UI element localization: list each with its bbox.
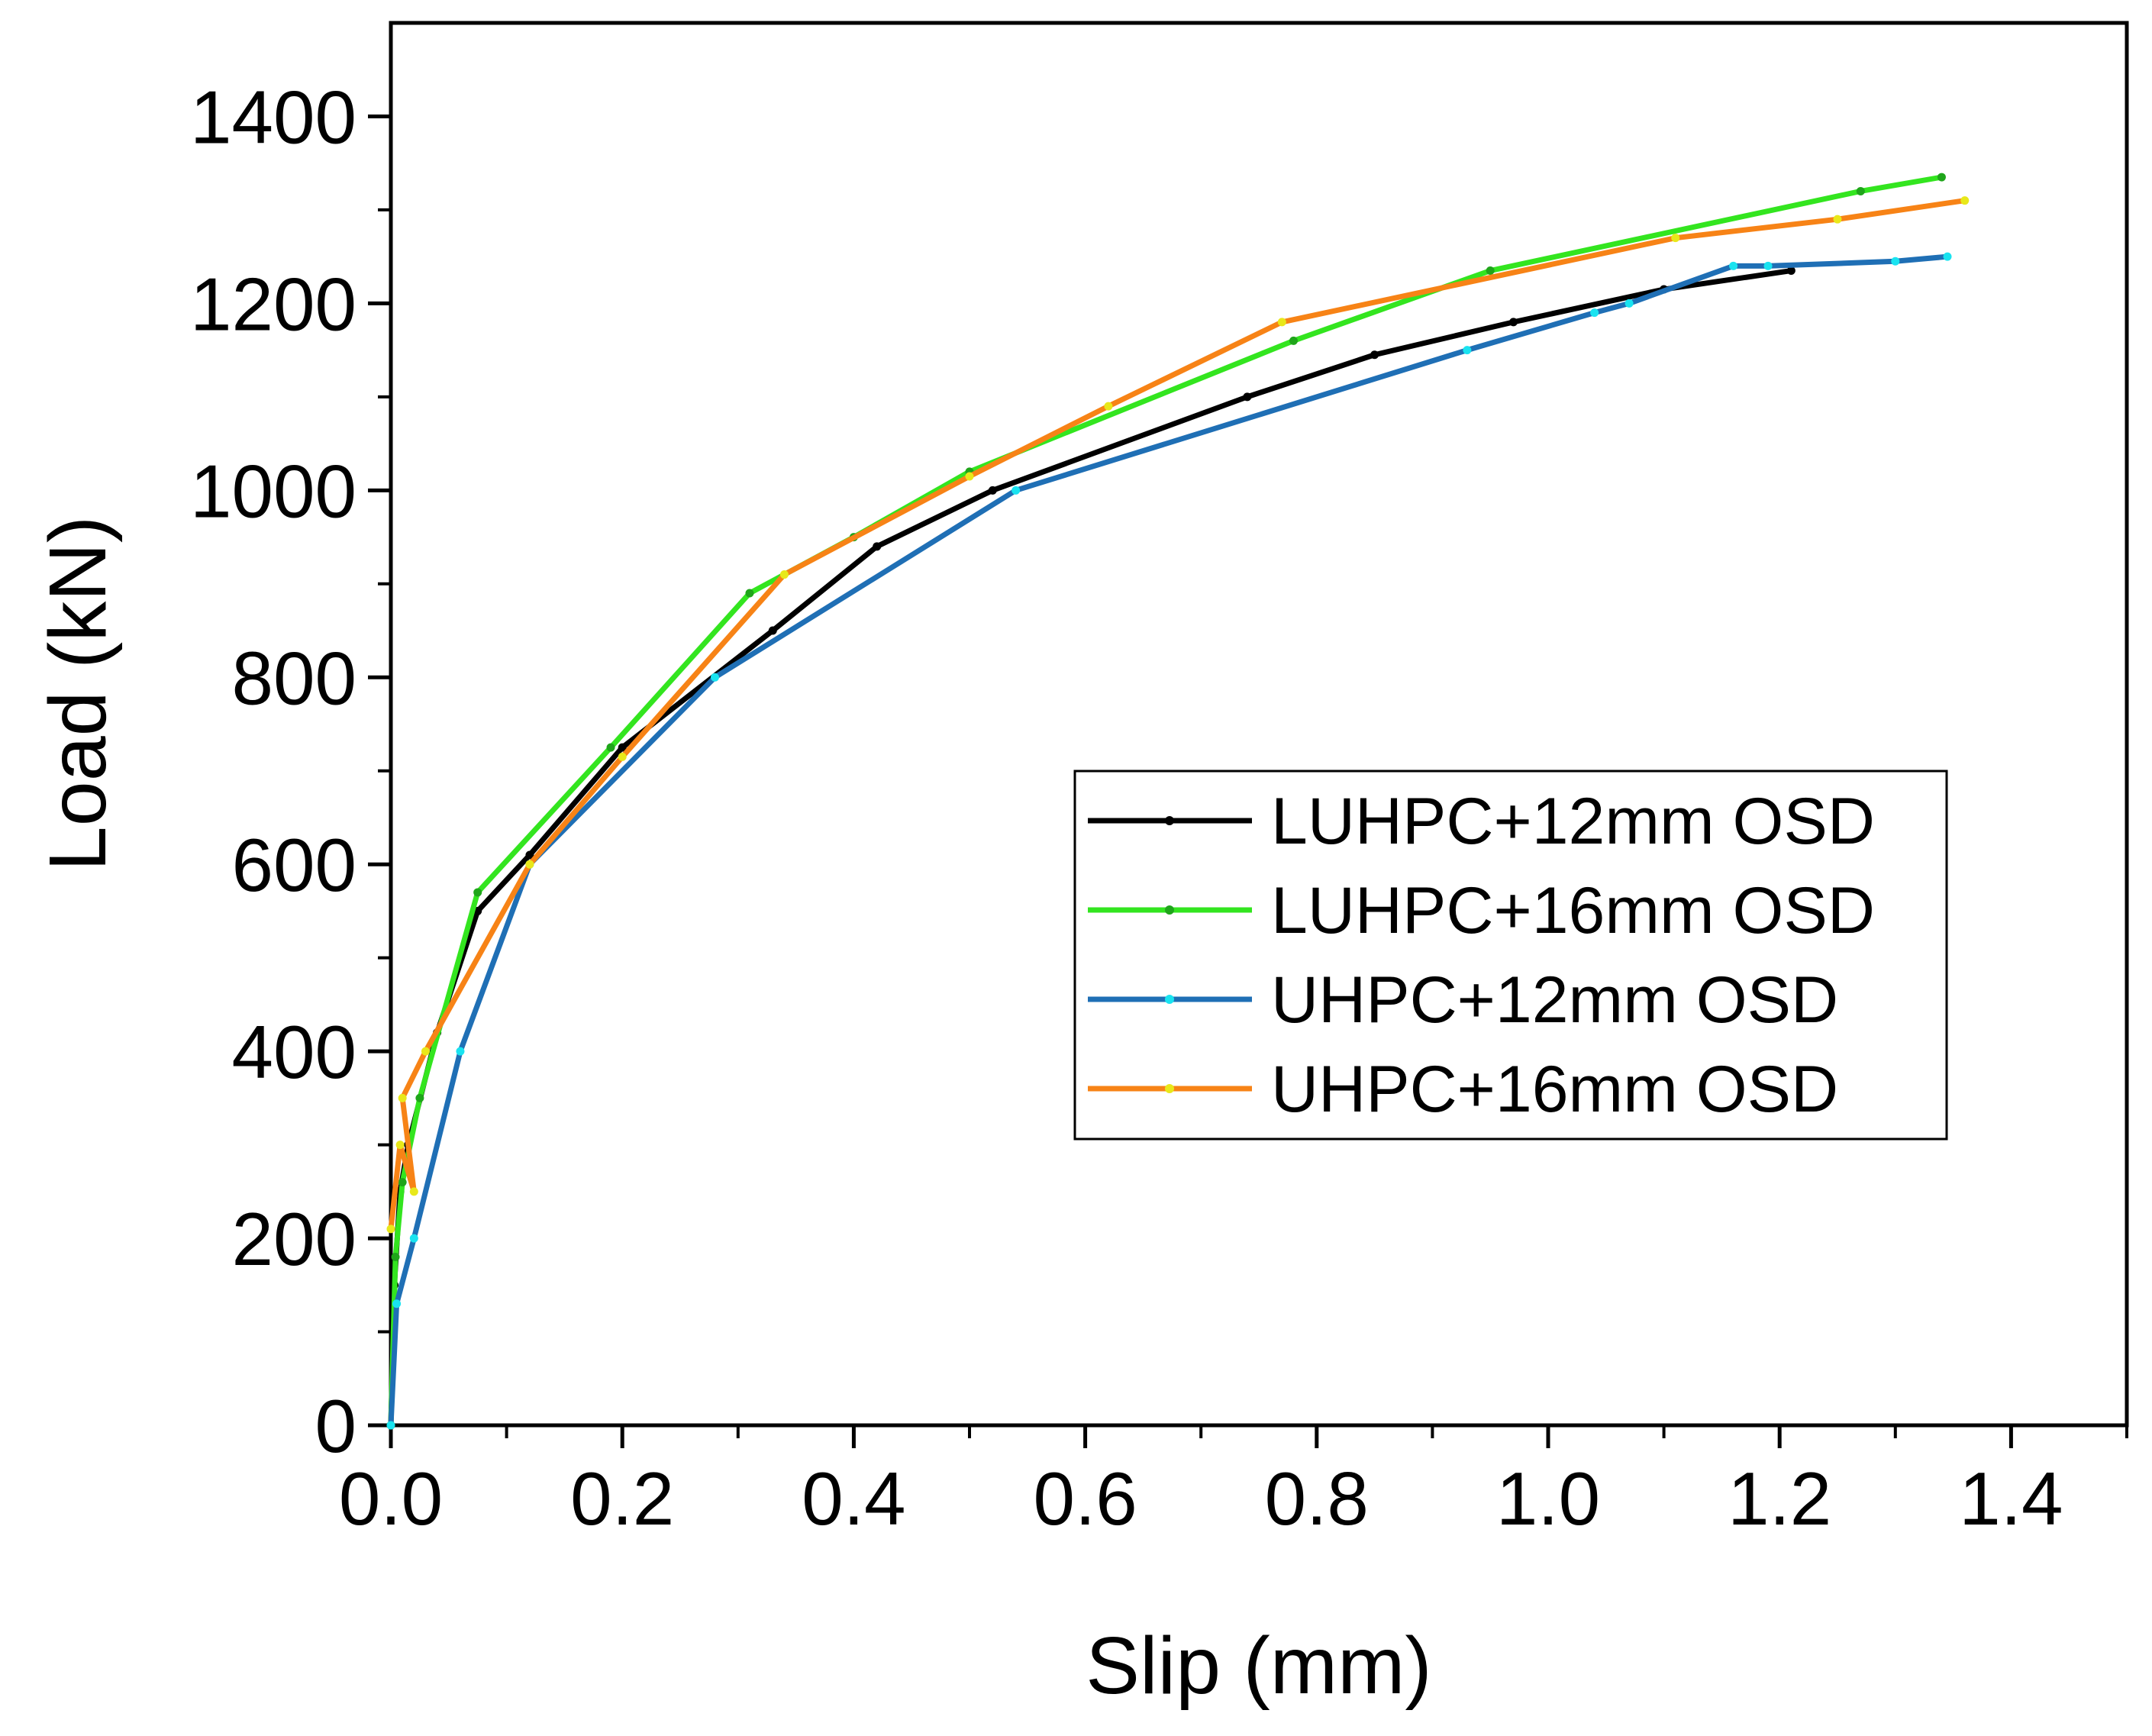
series-point (988, 486, 997, 495)
legend-label: LUHPC+12mm OSD (1271, 785, 1875, 858)
y-tick-label: 400 (231, 1010, 357, 1094)
y-tick-label: 1400 (190, 75, 357, 159)
x-tick-label: 0.2 (570, 1457, 674, 1541)
plot-frame (389, 21, 2129, 1428)
x-tick-label: 0.4 (802, 1457, 905, 1541)
series-point (1104, 402, 1113, 411)
series-point (1937, 173, 1946, 182)
series-point (1509, 318, 1518, 327)
x-tick-label: 1.4 (1959, 1457, 2063, 1541)
y-tick-label: 0 (315, 1384, 357, 1468)
y-tick-label: 200 (231, 1197, 357, 1281)
x-tick-label: 0.8 (1265, 1457, 1369, 1541)
series-point (1856, 186, 1865, 195)
series-point (1289, 336, 1298, 345)
series-point (398, 1178, 407, 1187)
series-line (388, 198, 1968, 1232)
x-axis-title: Slip (mm) (1086, 1621, 1431, 1711)
series-point (409, 1234, 418, 1243)
series-point (398, 1093, 407, 1102)
series-point (409, 1187, 418, 1196)
legend-marker (1165, 905, 1174, 915)
series-point (1891, 257, 1900, 266)
series-point (710, 673, 719, 682)
series-point (1277, 318, 1286, 327)
series-point (386, 1225, 395, 1234)
series-line (388, 253, 1950, 1428)
series-point (768, 626, 777, 635)
series-point (386, 1421, 395, 1430)
series-point (525, 850, 534, 860)
axis-ticks: 0.0 0.2 0.4 0.6 0.8 1.0 1.2 1.4 0 200 400 600 800 100… (190, 75, 2128, 1541)
series-point (456, 1047, 465, 1056)
series-point (1590, 308, 1599, 318)
y-axis-title: Load (kN) (33, 516, 123, 871)
legend-marker (1165, 816, 1174, 825)
series-point (421, 1047, 430, 1056)
legend-entries: LUHPC+12mm OSD LUHPC+16mm OSD UHPC+12mm OS… (1088, 785, 1875, 1126)
series-point (606, 743, 615, 752)
series-point (965, 472, 974, 481)
series-point (525, 860, 534, 869)
series-point (1763, 261, 1773, 270)
x-tick-label: 0.0 (339, 1457, 443, 1541)
series-point (779, 570, 789, 579)
legend-marker (1165, 995, 1174, 1004)
series-point (1833, 215, 1842, 224)
series-point (473, 888, 482, 897)
y-tick-label: 800 (231, 636, 357, 720)
series-point (392, 1299, 402, 1308)
legend: LUHPC+12mm OSD LUHPC+16mm OSD UHPC+12mm OS… (1073, 770, 1948, 1141)
series-point (1786, 266, 1795, 276)
series-point (1729, 261, 1738, 270)
x-tick-label: 1.0 (1496, 1457, 1600, 1541)
y-tick-label: 600 (231, 823, 357, 907)
series-point (395, 1141, 405, 1150)
plot-area-border (389, 21, 2129, 1428)
series-point (745, 589, 754, 598)
series-point (415, 1093, 424, 1102)
series-point (1624, 298, 1634, 308)
series-point (391, 1253, 400, 1262)
series-point (873, 542, 882, 551)
series-point (618, 752, 627, 761)
series-point (1243, 392, 1252, 402)
series-point (1370, 350, 1379, 360)
series-point (1671, 234, 1680, 243)
x-tick-label: 1.2 (1728, 1457, 1831, 1541)
series-point (1486, 266, 1495, 276)
series-point (1011, 486, 1021, 495)
x-tick-label: 0.6 (1033, 1457, 1137, 1541)
series-point (1943, 252, 1952, 261)
series-point (1463, 346, 1472, 355)
series-point (1960, 196, 1970, 205)
legend-label: LUHPC+16mm OSD (1271, 874, 1875, 947)
y-tick-label: 1200 (190, 262, 357, 346)
series-point (618, 743, 627, 752)
legend-box (1073, 770, 1948, 1141)
legend-label: UHPC+12mm OSD (1271, 963, 1838, 1037)
y-tick-label: 1000 (190, 449, 357, 533)
legend-label: UHPC+16mm OSD (1271, 1053, 1838, 1126)
data-series (386, 173, 1970, 1430)
legend-marker (1165, 1084, 1174, 1093)
